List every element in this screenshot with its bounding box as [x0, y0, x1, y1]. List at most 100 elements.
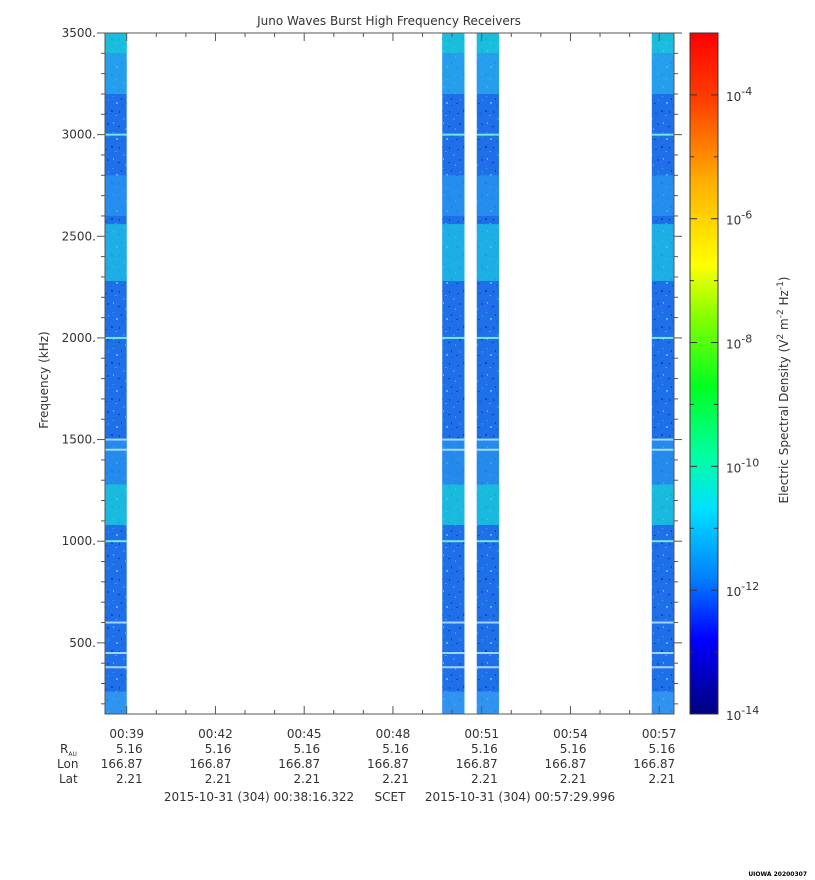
y-tick-label: 3000. — [62, 128, 96, 142]
spectrogram-band — [442, 33, 465, 54]
ephemeris-table: 5.16166.872.215.16166.872.215.16166.872.… — [101, 742, 676, 786]
ephemeris-r-value: 5.16 — [205, 742, 232, 756]
spectrogram-line — [651, 540, 674, 543]
ephemeris-lat-value: 2.21 — [116, 772, 143, 786]
spectrogram-band — [651, 484, 674, 525]
x-tick-label: 00:48 — [376, 727, 411, 741]
ephemeris-labels: RAU Lon Lat — [57, 742, 78, 786]
spectrogram-band — [476, 439, 499, 485]
spectrogram-line — [476, 448, 499, 451]
spectrogram-band — [476, 484, 499, 525]
y-axis: 500. 1000. 1500. 2000. 2500. 3000. 3500. — [62, 26, 682, 705]
ephemeris-lon-value: 166.87 — [367, 757, 409, 771]
spectrogram-band — [105, 53, 127, 94]
x-tick-label: 00:39 — [109, 727, 144, 741]
time-range-label: SCET — [375, 790, 407, 804]
ephemeris-lon-value: 166.87 — [101, 757, 143, 771]
ephemeris-r-value: 5.16 — [471, 742, 498, 756]
spectrogram-line — [442, 652, 465, 655]
spectrogram-line — [476, 438, 499, 441]
plot-frame — [104, 32, 675, 715]
spectrogram-line — [442, 133, 465, 136]
y-tick-label: 500. — [69, 636, 96, 650]
spectrogram-band — [105, 224, 127, 282]
footer-stamp: UIOWA 20200307 — [748, 871, 807, 878]
ephemeris-lon-value: 166.87 — [189, 757, 231, 771]
spectrogram-line — [105, 336, 127, 339]
x-tick-label: 00:57 — [642, 727, 677, 741]
ephemeris-lon-value: 166.87 — [544, 757, 586, 771]
colorbar-tick-label: 10-8 — [726, 333, 752, 352]
spectrogram-line — [651, 621, 674, 624]
spectrogram-line — [105, 540, 127, 543]
colorbar-tick-label: 10-10 — [726, 456, 759, 475]
ephemeris-label-lat: Lat — [59, 772, 78, 786]
spectrogram-line — [476, 666, 499, 669]
y-tick-label: 1500. — [62, 433, 96, 447]
ephemeris-lat-value: 2.21 — [382, 772, 409, 786]
spectrogram-line — [651, 652, 674, 655]
ephemeris-lat-value: 2.21 — [648, 772, 675, 786]
ephemeris-r-value: 5.16 — [648, 742, 675, 756]
colorbar-tick-label: 10-12 — [726, 580, 759, 599]
r-subscript: AU — [68, 751, 77, 758]
spectrogram-line — [105, 652, 127, 655]
ephemeris-lon-value: 166.87 — [456, 757, 498, 771]
spectrogram-band — [442, 691, 465, 714]
spectrogram-line — [105, 133, 127, 136]
ephemeris-lat-value: 2.21 — [560, 772, 587, 786]
y-tick-label: 2500. — [62, 229, 96, 243]
spectrogram-band — [442, 439, 465, 485]
y-axis-label: Frequency (kHz) — [37, 331, 51, 428]
y-tick-label: 3500. — [62, 26, 96, 40]
ephemeris-label-r: RAU — [60, 742, 77, 758]
spectrogram-band — [105, 691, 127, 714]
colorbar-tick-label: 10-6 — [726, 209, 752, 228]
ephemeris-lat-value: 2.21 — [205, 772, 232, 786]
ephemeris-lat-value: 2.21 — [293, 772, 320, 786]
spectrogram-band — [442, 53, 465, 94]
x-tick-label: 00:51 — [464, 727, 499, 741]
x-tick-label: 00:54 — [553, 727, 588, 741]
spectrogram-line — [476, 652, 499, 655]
spectrogram-line — [105, 448, 127, 451]
spectrogram-band — [442, 224, 465, 282]
colorbar-axis: 10-4 10-6 10-8 10-10 10-12 10-14 — [690, 32, 759, 723]
spectrogram-band — [651, 53, 674, 94]
x-tick-label: 00:42 — [198, 727, 233, 741]
spectrogram-line — [476, 336, 499, 339]
spectrogram-band — [476, 175, 499, 216]
spectrogram-band — [651, 224, 674, 282]
spectrogram-line — [105, 438, 127, 441]
spectrogram-line — [442, 666, 465, 669]
spectrogram-line — [651, 336, 674, 339]
spectrogram-band — [476, 53, 499, 94]
ephemeris-lat-value: 2.21 — [471, 772, 498, 786]
spectrogram-band — [105, 175, 127, 216]
spectrogram-line — [442, 448, 465, 451]
spectrogram-line — [651, 133, 674, 136]
spectrogram-line — [442, 621, 465, 624]
ephemeris-r-value: 5.16 — [382, 742, 409, 756]
ephemeris-lon-value: 166.87 — [633, 757, 675, 771]
y-tick-label: 2000. — [62, 331, 96, 345]
ephemeris-r-value: 5.16 — [116, 742, 143, 756]
ephemeris-r-value: 5.16 — [293, 742, 320, 756]
spectrogram-band — [442, 484, 465, 525]
spectrogram-band — [651, 439, 674, 485]
spectrogram-band — [105, 484, 127, 525]
x-tick-label: 00:45 — [287, 727, 322, 741]
spectrogram-line — [476, 621, 499, 624]
time-range-start: 2015-10-31 (304) 00:38:16.322 — [164, 790, 354, 804]
spectrogram-line — [651, 438, 674, 441]
spectrogram-line — [105, 666, 127, 669]
chart-title: Juno Waves Burst High Frequency Receiver… — [256, 14, 521, 28]
spectrogram-line — [651, 666, 674, 669]
spectrogram-strips — [105, 33, 674, 714]
spectrogram-line — [442, 438, 465, 441]
spectrogram-line — [442, 540, 465, 543]
colorbar-label: Electric Spectral Density (V2 m-2 Hz-1) — [776, 276, 791, 503]
spectrogram-band — [651, 691, 674, 714]
ephemeris-r-value: 5.16 — [560, 742, 587, 756]
ephemeris-label-lon: Lon — [57, 757, 78, 771]
